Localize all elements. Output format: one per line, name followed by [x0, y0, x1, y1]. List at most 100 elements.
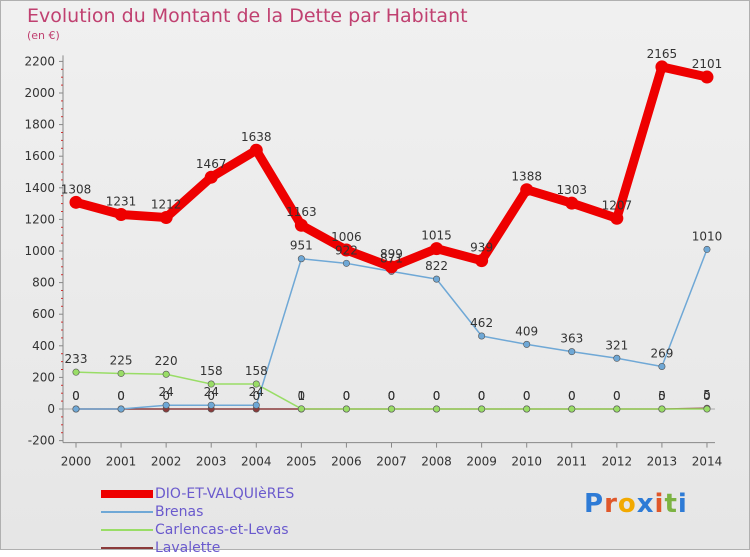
x-tick-label: 2002 [151, 455, 182, 469]
data-point [610, 211, 624, 225]
legend-item: DIO-ET-VALQUIèRES [101, 485, 294, 503]
legend-label: Brenas [155, 504, 204, 520]
data-label: 871 [380, 251, 403, 265]
data-label: 1212 [151, 198, 182, 212]
data-label: 0 [162, 389, 170, 403]
data-label: 0 [388, 389, 396, 403]
data-point [700, 70, 714, 84]
logo-letter: r [604, 489, 618, 519]
data-label: 1231 [106, 195, 137, 209]
data-point [433, 275, 441, 283]
x-tick-label: 2004 [241, 455, 272, 469]
y-tick-label: 1000 [24, 244, 55, 258]
legend-swatch [101, 547, 153, 549]
data-label: 0 [703, 389, 711, 403]
data-label: 1010 [692, 229, 723, 243]
x-tick-label: 2012 [602, 455, 633, 469]
data-point [69, 195, 83, 209]
logo-letter: P [584, 489, 605, 519]
data-label: 0 [72, 389, 80, 403]
x-tick-label: 2000 [61, 455, 92, 469]
data-point [162, 370, 170, 378]
data-label: 0 [523, 389, 531, 403]
data-label: 1015 [421, 229, 452, 243]
x-tick-label: 2011 [556, 455, 587, 469]
legend-label: Lavalette [155, 540, 221, 556]
data-label: 321 [605, 338, 628, 352]
data-label: 5 [658, 389, 666, 403]
data-point [159, 211, 173, 225]
x-tick-label: 2013 [647, 455, 678, 469]
data-label: 0 [613, 389, 621, 403]
y-tick-label: 1600 [24, 149, 55, 163]
data-label: 5 [703, 388, 711, 402]
data-point [162, 401, 170, 409]
data-label: 1207 [602, 198, 633, 212]
data-point [430, 242, 444, 256]
data-label: 0 [433, 389, 441, 403]
data-label: 0 [568, 389, 576, 403]
data-point [249, 143, 263, 157]
series-line-0 [71, 62, 712, 272]
y-tick-label: -200 [28, 434, 55, 448]
data-point [204, 170, 218, 184]
legend-item: Carlencas-et-Levas [101, 521, 294, 539]
data-point [207, 401, 215, 409]
data-label: 24 [204, 385, 219, 399]
y-tick-label: 1200 [24, 212, 55, 226]
data-label: 0 [207, 389, 215, 403]
data-label: 269 [650, 346, 673, 360]
y-tick-label: 600 [32, 307, 55, 321]
data-label: 0 [433, 389, 441, 403]
data-point [520, 183, 534, 197]
data-point [703, 245, 711, 253]
y-tick-label: 1800 [24, 118, 55, 132]
chart-series [69, 60, 714, 413]
logo-letter: x [636, 489, 655, 519]
data-label: 1388 [511, 170, 542, 184]
data-label: 220 [155, 354, 178, 368]
data-point [297, 255, 305, 263]
data-point [387, 405, 395, 413]
data-point [384, 260, 398, 274]
legend-swatch [101, 511, 153, 513]
data-point [294, 218, 308, 232]
logo-letter: o [617, 489, 637, 519]
data-label: 0 [523, 389, 531, 403]
data-label: 1006 [331, 230, 362, 244]
logo-letter: t [664, 489, 678, 519]
data-point [117, 369, 125, 377]
proxiti-logo: Proxiti [584, 489, 688, 519]
data-point [297, 405, 305, 413]
data-point [252, 380, 260, 388]
data-point [342, 259, 350, 267]
data-label: 0 [568, 389, 576, 403]
data-point [568, 348, 576, 356]
legend-label: DIO-ET-VALQUIèRES [155, 486, 295, 502]
data-label: 1303 [556, 183, 587, 197]
data-label: 233 [65, 352, 88, 366]
logo-letter: i [677, 489, 688, 519]
logo-letter: i [654, 489, 665, 519]
x-tick-label: 2008 [421, 455, 452, 469]
y-tick-label: 400 [32, 339, 55, 353]
data-label: 1163 [286, 205, 317, 219]
data-label: 0 [388, 389, 396, 403]
data-label: 0 [478, 389, 486, 403]
y-tick-label: 200 [32, 370, 55, 384]
data-label: 225 [110, 353, 133, 367]
data-point [475, 254, 489, 268]
legend-item: Brenas [101, 503, 294, 521]
y-tick-label: 0 [47, 402, 55, 416]
data-point [339, 243, 353, 257]
data-label: 0 [613, 389, 621, 403]
data-label: 24 [249, 385, 264, 399]
chart-legend: DIO-ET-VALQUIèRES Brenas Carlencas-et-Leva… [101, 485, 294, 557]
data-label: 158 [245, 364, 268, 378]
data-point [207, 380, 215, 388]
data-label: 939 [470, 241, 493, 255]
data-label: 0 [252, 389, 260, 403]
